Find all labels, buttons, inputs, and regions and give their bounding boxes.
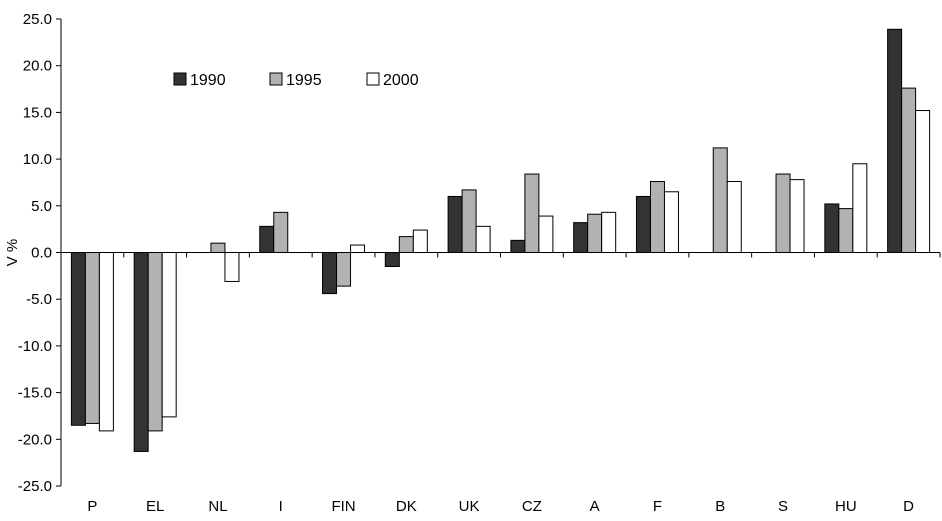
bars [70, 28, 931, 452]
bar-2000-HU [852, 163, 868, 254]
y-tick-label: 10.0 [23, 151, 52, 168]
bar-1990-I [259, 225, 275, 254]
legend-label-2000: 2000 [383, 72, 419, 89]
bar-1995-D [901, 87, 917, 253]
bar-1995-EL [147, 252, 163, 432]
x-tick-label: A [590, 498, 600, 515]
y-tick-label: 5.0 [31, 198, 52, 215]
bar-1995-UK [461, 189, 477, 253]
y-axis-title: V % [4, 239, 21, 267]
x-tick-label: B [715, 498, 725, 515]
legend-label-1995: 1995 [286, 72, 322, 89]
x-tick-label: S [778, 498, 788, 515]
legend-swatch-2000 [366, 72, 380, 86]
bar-1995-S [775, 173, 791, 254]
bar-1995-A [587, 213, 603, 253]
bar-1995-NL [210, 242, 226, 254]
bar-1990-FIN [322, 252, 338, 295]
bar-1990-D [887, 28, 903, 253]
y-tick-label: -5.0 [26, 291, 52, 308]
y-tick-label: 25.0 [23, 11, 52, 28]
bar-2000-S [789, 179, 805, 253]
bar-1990-HU [824, 203, 840, 254]
x-tick-label: I [279, 498, 283, 515]
bar-1995-HU [838, 208, 854, 254]
bar-1995-FIN [336, 252, 352, 287]
bar-1995-P [84, 252, 100, 424]
bar-2000-FIN [350, 244, 366, 253]
bar-1995-DK [398, 236, 414, 253]
y-tick-label: -25.0 [18, 478, 52, 495]
bar-1995-F [649, 181, 665, 254]
x-tick-label: NL [208, 498, 227, 515]
bar-1990-UK [447, 195, 463, 254]
legend: 1990 1995 2000 [173, 72, 419, 89]
bar-1995-I [273, 211, 289, 253]
x-tick-label: EL [146, 498, 164, 515]
bar-2000-DK [412, 229, 428, 253]
x-tick-label: DK [396, 498, 417, 515]
x-tick-label: UK [459, 498, 480, 515]
bar-1990-A [573, 222, 589, 253]
bar-1990-F [635, 195, 651, 254]
tick-labels: -25.0 -20.0 -15.0 -10.0 -5.0 0.0 5.0 10.0 15.0 20… [18, 11, 914, 515]
bar-2000-A [601, 211, 617, 253]
bar-2000-CZ [538, 215, 554, 254]
axes [56, 18, 941, 487]
y-tick-label: 20.0 [23, 58, 52, 75]
bar-2000-F [663, 191, 679, 253]
legend-swatch-1995 [269, 72, 283, 86]
bar-1995-CZ [524, 173, 540, 254]
y-tick-label: -15.0 [18, 385, 52, 402]
x-tick-label: HU [835, 498, 857, 515]
x-tick-label: FIN [331, 498, 355, 515]
x-tick-label: P [87, 498, 97, 515]
bar-2000-EL [161, 252, 177, 418]
legend-label-1990: 1990 [190, 72, 226, 89]
bar-2000-P [98, 252, 114, 432]
bar-1990-CZ [510, 239, 526, 254]
bar-1990-EL [133, 252, 149, 452]
y-tick-label: 0.0 [31, 245, 52, 262]
x-tick-label: D [903, 498, 914, 515]
bar-2000-D [915, 110, 931, 253]
y-tick-label: -10.0 [18, 338, 52, 355]
bar-2000-UK [475, 225, 491, 254]
legend-swatch-1990 [173, 72, 187, 86]
bar-1995-B [712, 147, 728, 253]
bar-2000-NL [224, 252, 240, 282]
bar-1990-P [70, 252, 86, 426]
x-tick-label: F [653, 498, 662, 515]
x-tick-label: CZ [522, 498, 542, 515]
bar-1990-DK [384, 252, 400, 268]
y-tick-label: 15.0 [23, 104, 52, 121]
bar-2000-B [726, 181, 742, 254]
y-tick-label: -20.0 [18, 431, 52, 448]
